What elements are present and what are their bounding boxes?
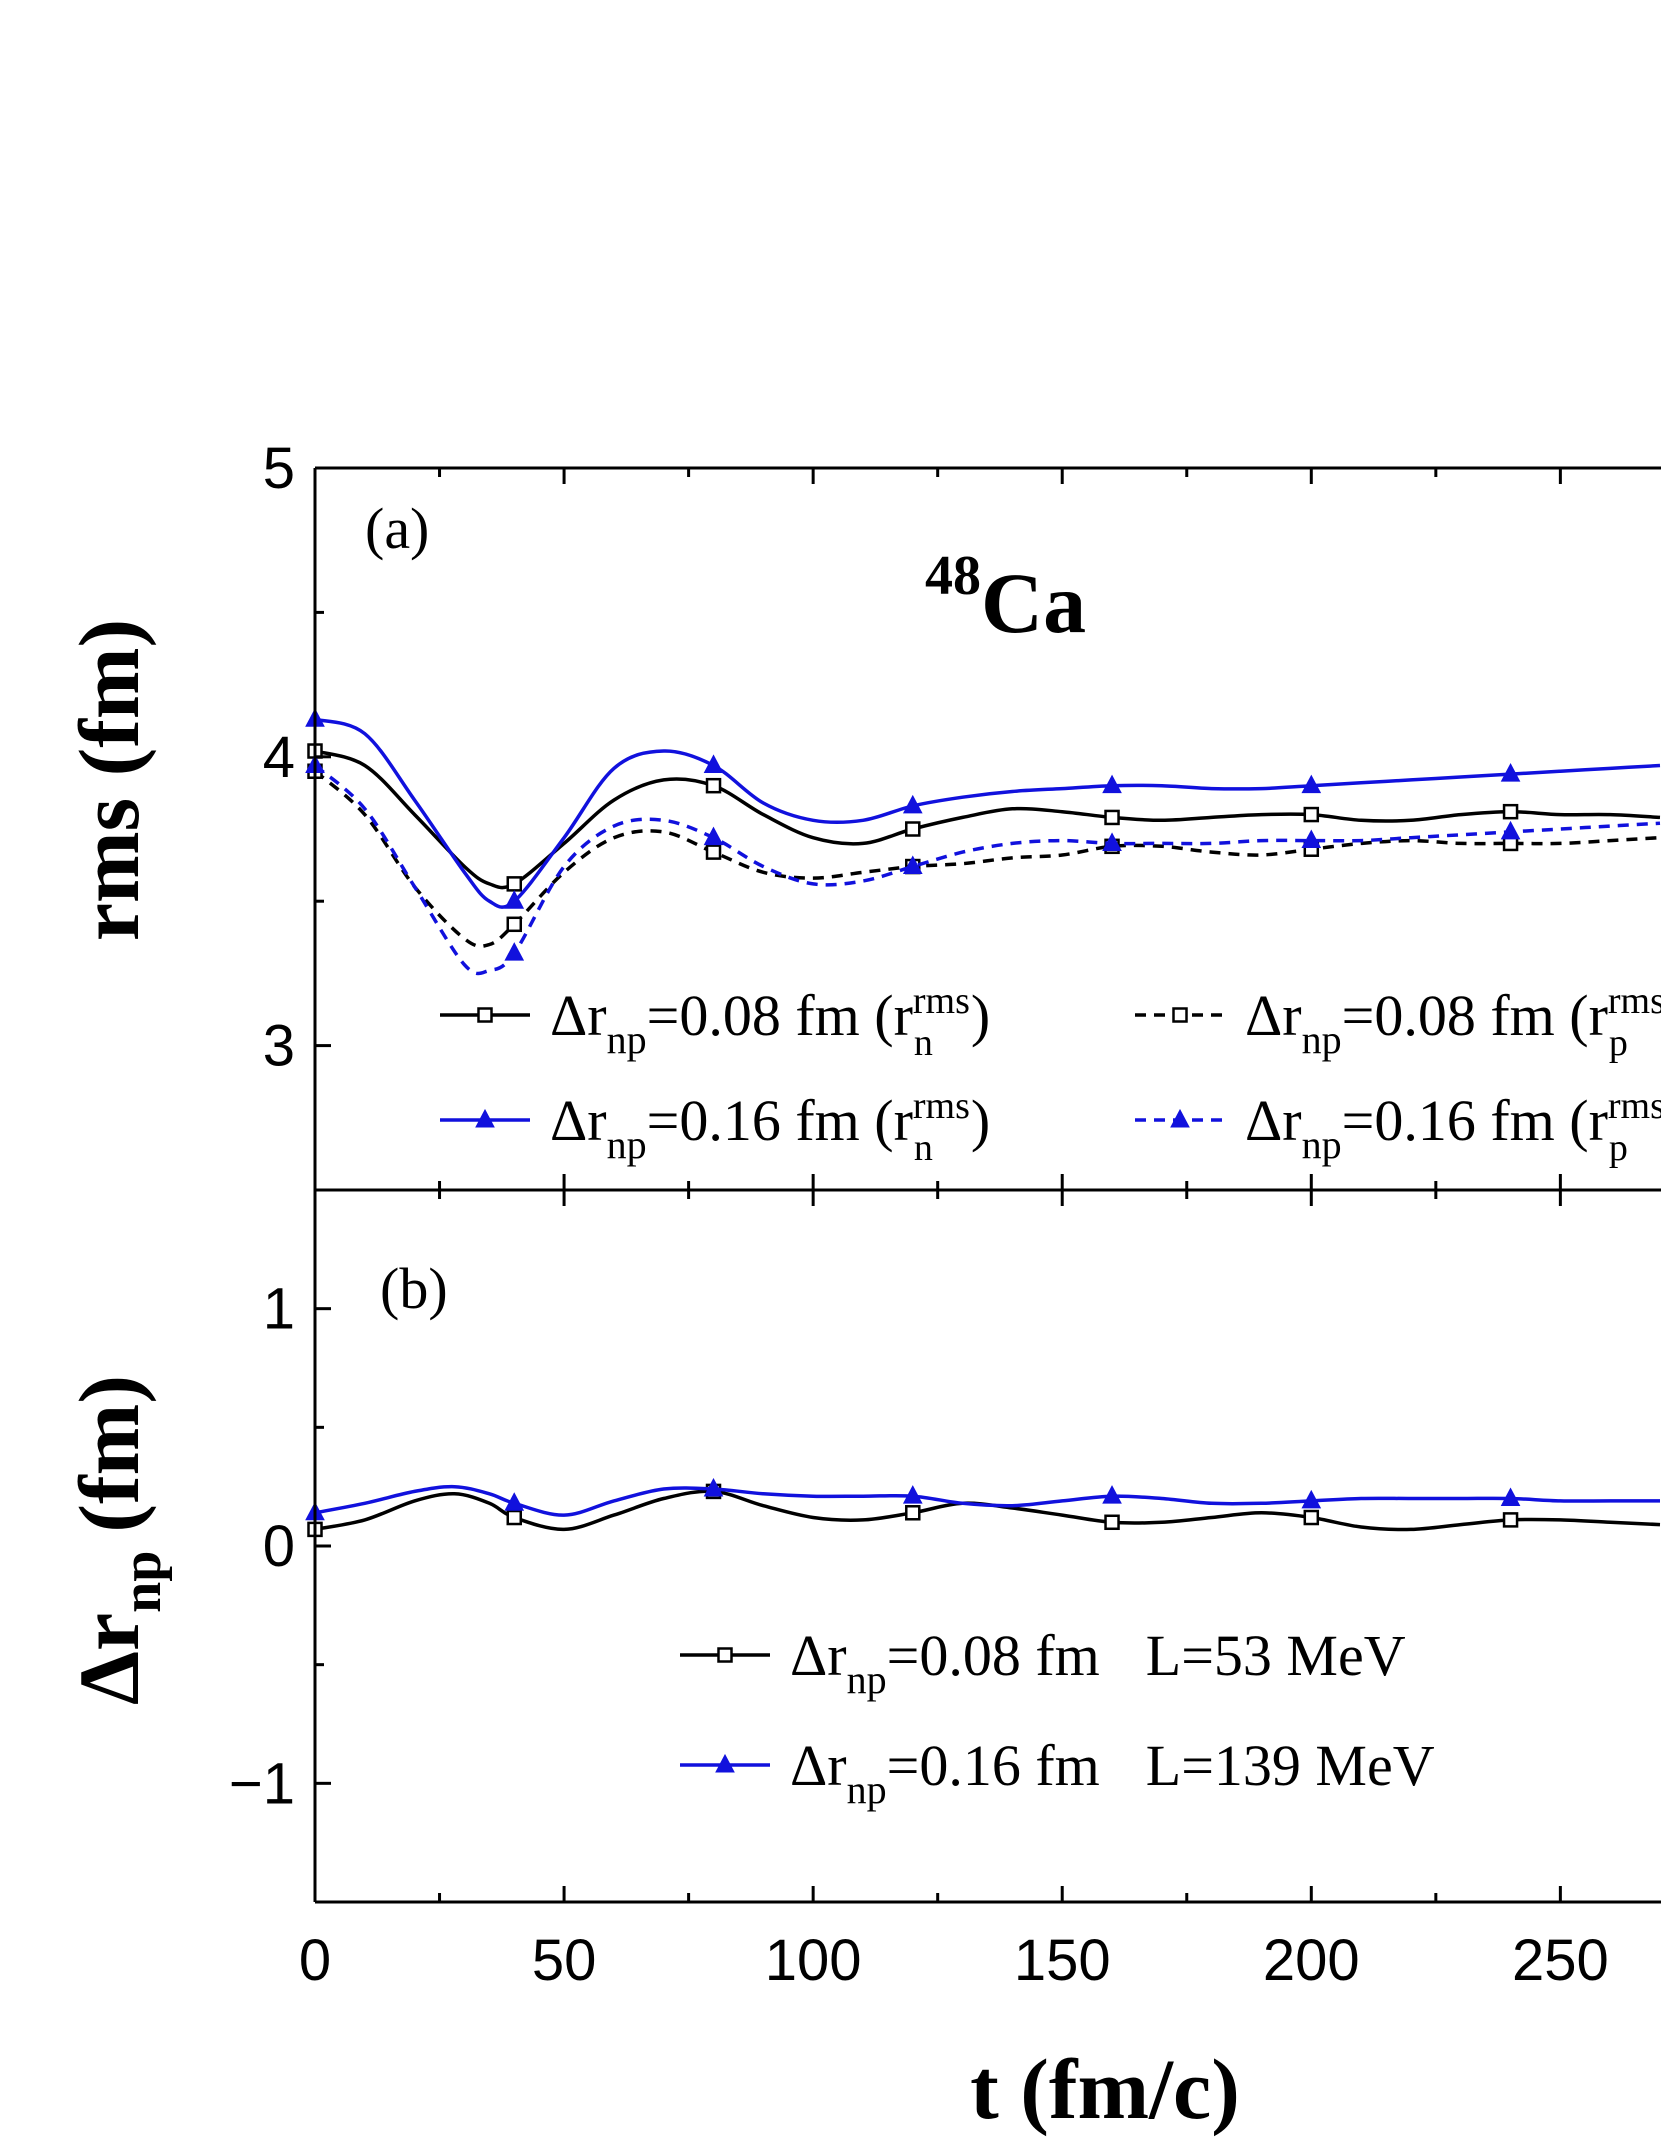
panel-a-label: (a) [365,496,429,561]
panel-a-series-2-marker-6 [1500,763,1521,782]
panel-a-ytick-label-2: 5 [263,436,295,501]
panel-a-series-3-marker-1 [504,942,525,961]
legend-a-3-marker [1170,1108,1190,1128]
legend-a-0-marker [477,1007,493,1023]
panel-b-xtick-label-4: 200 [1263,1928,1360,1993]
panel-b-series-0-marker-6 [1502,1512,1519,1528]
panel-b-xtick-label-0: 0 [299,1928,331,1993]
panel-b-plot-area [305,1477,1661,1538]
panel-a-series-2-marker-4 [1102,774,1122,794]
legend-a-0-label: Δrnp=0.08 fm (rrms n) [550,980,990,1064]
panel-a-series-2-marker-2 [703,754,724,773]
panel-a-series-1-line [313,769,1661,949]
panel-a-series-3-line [313,764,1661,976]
panel-b: −1 0 1 0 50 100 150 200 250 (b) Δrnp(fm) t (fm/c… [61,1188,1661,2137]
panel-a-series-2-marker-1 [504,890,525,909]
panel-a-plot-area [305,708,1661,976]
panel-a-series-0-marker-5 [1303,806,1320,823]
panel-b-ytick-label-0: −1 [229,1751,295,1816]
panel-a-series-0-line [314,749,1661,890]
panel-a-series-0-marker-1 [506,876,523,892]
panel-a-series-2-marker-5 [1301,774,1322,794]
legend-a-1-marker [1172,1007,1188,1023]
legend-b-1-marker [715,1753,735,1773]
panel-a: 3 4 5 (a) 48Ca rms (fm) Δrnp=0.08 fm (rrms… [61,436,1661,1192]
panel-b-series-0-marker-4 [1104,1514,1120,1531]
legend-a-2-label: Δrnp=0.16 fm (rrms n) [550,1085,990,1169]
panel-b-series-0-marker-5 [1303,1509,1320,1526]
panel-b-ytick-label-2: 1 [263,1277,295,1342]
panel-b-series-1-marker-5 [1301,1489,1322,1509]
panel-a-series-3-marker-4 [1102,832,1122,851]
panel-a-series-0-marker-3 [905,821,921,837]
panel-b-xtick-label-5: 250 [1512,1928,1609,1993]
panel-b-label: (b) [380,1256,448,1321]
legend-b-1-label: Δrnp=0.16 fm L=139 MeV [790,1733,1435,1812]
panel-a-series-0-marker-4 [1104,809,1120,826]
panel-b-series-1-marker-2 [703,1477,724,1497]
panel-a-series-2-line [314,717,1661,909]
legend-b-0-marker [717,1647,733,1663]
legend-a-2-marker [475,1108,495,1128]
panel-a-series-3-marker-2 [703,826,724,846]
panel-a-series-1-marker-2 [705,844,722,860]
panel-b-series-0-marker-1 [506,1509,523,1526]
panel-b-series-0-marker-3 [905,1505,921,1521]
panel-a-title: 48Ca [925,545,1086,651]
panel-a-ytick-label-1: 4 [263,725,295,790]
panel-a-series-0-marker-2 [705,777,722,794]
panel-a-series-3-marker-6 [1500,820,1521,840]
panel-b-xtick-label-2: 100 [765,1928,862,1993]
panel-a-ytick-label-0: 3 [263,1014,295,1079]
panel-b-series-1-marker-1 [504,1492,525,1511]
panel-b-series-1-marker-6 [1500,1487,1521,1507]
panel-a-series-0-marker-6 [1502,803,1519,820]
panel-b-series-1-line [314,1484,1660,1517]
panel-b-series-1-marker-3 [902,1485,923,1504]
panel-a-series-1-marker-1 [506,916,523,933]
panel-b-series-1-marker-4 [1102,1485,1122,1504]
panel-b-ytick-label-1: 0 [263,1514,295,1579]
panel-a-series-2-marker-3 [902,794,923,814]
legend-b-0-label: Δrnp=0.08 fm L=53 MeV [790,1623,1406,1702]
panel-b-ylabel: Δrnp(fm) [61,1375,173,1705]
panel-a-series-3-marker-5 [1301,829,1322,849]
panel-a-ylabel: rms (fm) [61,619,157,941]
panel-b-legend: Δrnp=0.08 fm L=53 MeV Δrnp=0.16 fm L=139 Me… [680,1623,1435,1812]
panel-b-xtick-label-3: 150 [1014,1928,1111,1993]
panel-b-axes: −1 0 1 0 50 100 150 200 250 [229,1188,1661,1993]
panel-a-series-3-marker-3 [902,855,923,875]
panel-b-xtick-label-1: 50 [532,1928,597,1993]
panel-b-xlabel: t (fm/c) [970,2041,1240,2137]
